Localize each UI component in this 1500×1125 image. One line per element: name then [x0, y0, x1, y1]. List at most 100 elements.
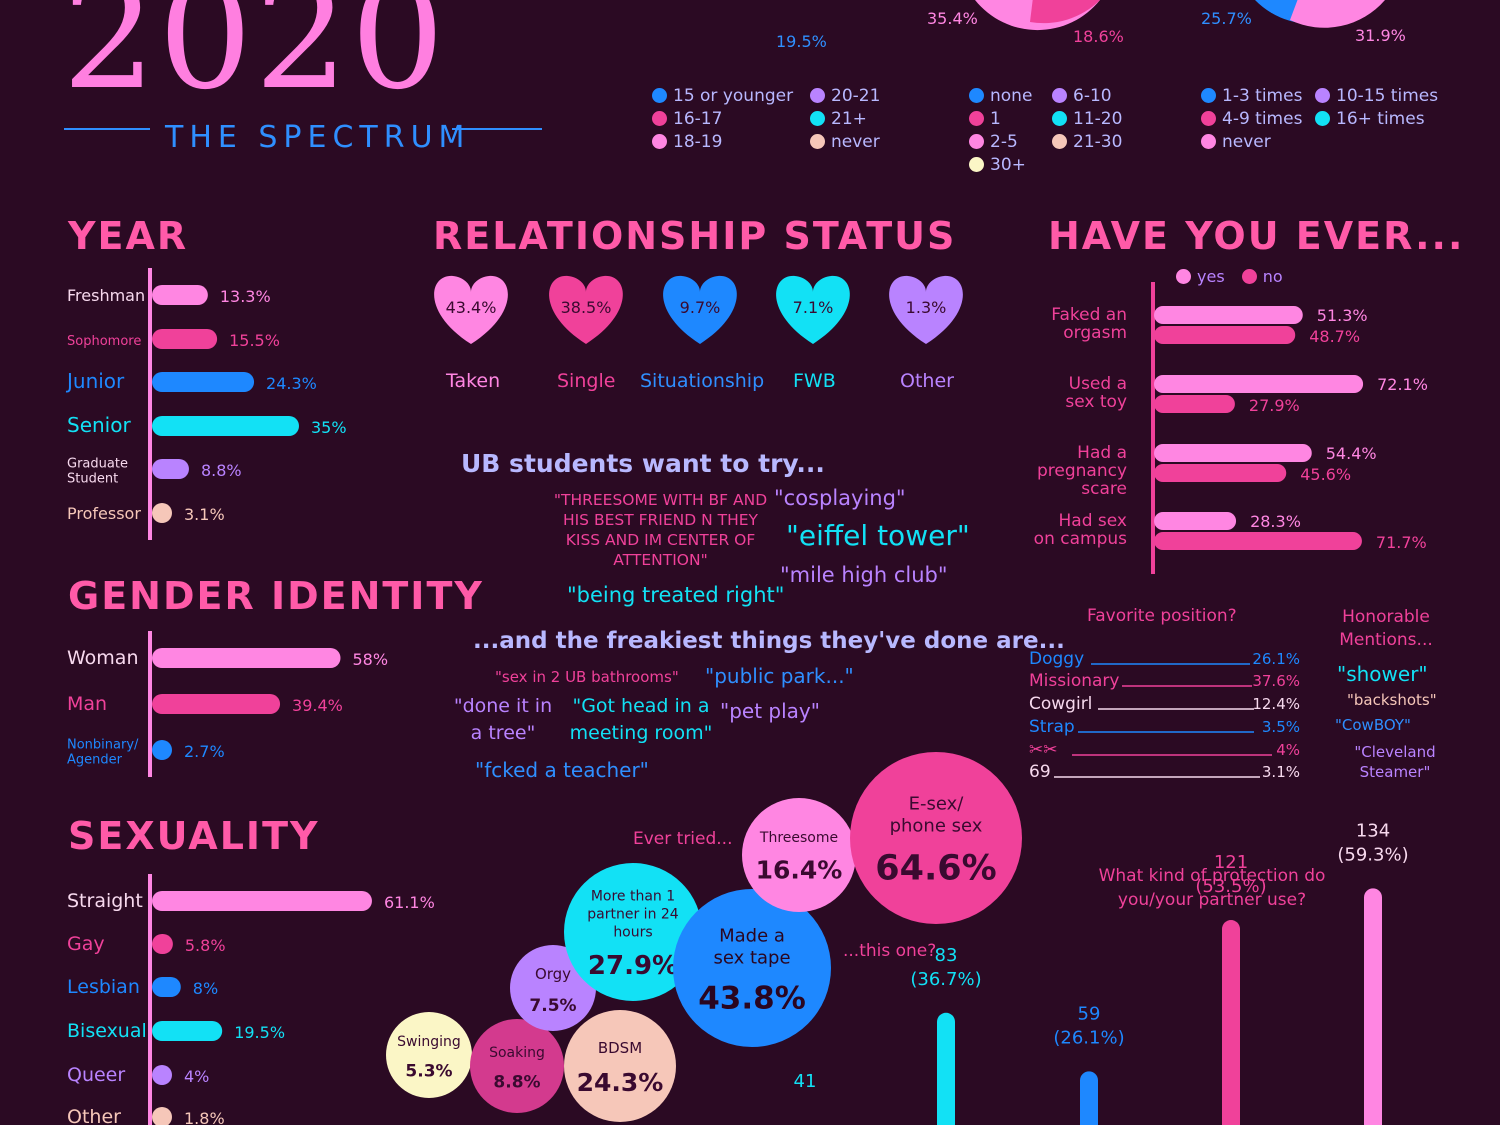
have-ever-category-label: orgasm: [1063, 323, 1127, 343]
position-name: Doggy: [1029, 649, 1084, 669]
year-value-label: 35%: [311, 418, 347, 437]
position-value: 12.4%: [1252, 695, 1300, 713]
legend-item: never: [810, 132, 880, 152]
ever-tried-bubble: [564, 863, 702, 1001]
ever-tried-bubble-value: 16.4%: [756, 856, 843, 885]
ever-tried-bubble-value: 5.3%: [405, 1062, 452, 1082]
have-ever-no-bar: [1154, 532, 1362, 550]
header-rule-left: [64, 128, 150, 130]
top-pies: [975, 0, 1385, 31]
relationship-label: Other: [900, 370, 954, 392]
legend-item: 21+: [810, 109, 867, 129]
position-name: ✂✂: [1029, 740, 1058, 760]
have-you-ever-title: HAVE YOU EVER...: [1048, 214, 1465, 258]
legend-item: 1: [969, 109, 1001, 129]
year-chart: 13.3% Freshman 15.5% Sophomore 24.3% Junior 35…: [65, 268, 347, 540]
year-category-label: Senior: [67, 413, 131, 437]
have-ever-no-label: 45.6%: [1300, 465, 1351, 484]
ever-tried-bubble-label: partner in 24: [587, 906, 679, 922]
relationship-heart-value: 43.4%: [446, 298, 497, 317]
protection-bar: [1364, 888, 1382, 1125]
sexuality-bar: [152, 1021, 223, 1041]
sexuality-value-label: 5.8%: [185, 936, 226, 955]
honorable-title: Honorable Mentions...: [1339, 607, 1433, 650]
pie2-label-b: 18.6%: [1073, 27, 1124, 46]
ever-tried-bubble-label: Orgy: [535, 965, 571, 983]
ever-tried-bubble-label: hours: [613, 924, 652, 940]
have-ever-yes-label: 72.1%: [1377, 375, 1428, 394]
freaky-quote-teacher: "fcked a teacher": [475, 758, 649, 782]
legend-item: 1-3 times: [1201, 86, 1302, 106]
sexuality-bar: [152, 934, 173, 954]
relationship-heart-value: 9.7%: [680, 298, 721, 317]
relationship-heart: [549, 275, 623, 344]
year-category-label: Junior: [65, 369, 125, 393]
position-name: Strap: [1029, 717, 1075, 737]
protection-value-label: (59.3%): [1337, 844, 1408, 865]
ever-tried-bubble-label: E-sex/: [909, 793, 965, 814]
gender-chart: 58% Woman 39.4% Man 2.7% Nonbinary/Agender: [67, 631, 388, 777]
honorable-item: "backshots": [1347, 691, 1437, 709]
gender-bar: [152, 694, 281, 714]
protection-value-label: 121: [1214, 852, 1248, 873]
freaky-quote-tree: "done it in a tree": [453, 695, 553, 744]
legend-partners: none 1 2-5 30+ 6-10 11-20 21-30: [969, 86, 1169, 186]
gender-value-label: 2.7%: [184, 742, 225, 761]
protection-bar: [1222, 920, 1240, 1125]
have-ever-no-label: 27.9%: [1249, 396, 1300, 415]
honorable-item: "Cleveland Steamer": [1354, 743, 1436, 781]
year-bar: [152, 372, 255, 392]
freaky-quote-meeting: "Got head in a meeting room": [569, 695, 713, 744]
gender-bar: [152, 740, 172, 760]
relationship-heart: [776, 275, 850, 344]
year-bar: [152, 459, 189, 479]
sexuality-category-label: Straight: [67, 890, 143, 912]
year-title: YEAR: [68, 214, 189, 258]
have-ever-yes-label: 54.4%: [1326, 444, 1377, 463]
want-quote-cosplaying: "cosplaying": [774, 486, 906, 510]
want-quote-threesome: "THREESOME WITH BF AND HIS BEST FRIEND N…: [553, 491, 768, 569]
ever-tried-bubble: [673, 889, 831, 1047]
legend-frequency: 1-3 times 4-9 times never 10-15 times 16…: [1201, 86, 1461, 166]
ever-tried-bubble-label: Made a: [719, 925, 785, 946]
sexuality-bar: [152, 1107, 172, 1125]
pie3-label-a: 25.7%: [1201, 9, 1252, 28]
legend-item: 6-10: [1052, 86, 1112, 106]
position-value: 3.5%: [1262, 718, 1300, 736]
freaky-quote-park: "public park...": [705, 664, 854, 688]
position-value: 26.1%: [1252, 650, 1300, 668]
sexuality-category-label: Bisexual: [67, 1020, 147, 1042]
position-name: 69: [1029, 762, 1051, 782]
freaky-quote-bathrooms: "sex in 2 UB bathrooms": [495, 668, 679, 686]
relationship-label: FWB: [793, 370, 836, 392]
ever-tried-bubble-value: 24.3%: [577, 1068, 664, 1097]
relationship-heart-value: 7.1%: [793, 298, 834, 317]
have-ever-category-label: Used a: [1069, 374, 1127, 394]
sexuality-bar: [152, 1065, 172, 1085]
have-ever-yes-bar: [1154, 306, 1303, 324]
year-bar: [152, 416, 299, 436]
header-rule-right: [452, 128, 542, 130]
favorite-position-title: Favorite position?: [1087, 606, 1237, 626]
ever-tried-bubble: [850, 752, 1022, 924]
year-value-label: 24.3%: [266, 374, 317, 393]
relationship-label: Single: [557, 370, 616, 392]
have-ever-legend: yes no: [1176, 267, 1283, 286]
gender-category-label: Man: [67, 693, 107, 715]
have-ever-category-label: sex toy: [1065, 392, 1127, 412]
header-year: 2020: [62, 0, 447, 122]
have-ever-yes-bar: [1154, 375, 1364, 393]
sexuality-axis: [148, 874, 152, 1125]
ever-tried-bubble: [386, 1012, 472, 1098]
want-quote-eiffel: "eiffel tower": [786, 519, 970, 552]
legend-item: never: [1201, 132, 1271, 152]
year-category-label: Professor: [67, 504, 141, 523]
gender-bar: [152, 648, 341, 668]
relationship-label: Taken: [446, 370, 501, 392]
have-ever-category-label: pregnancy: [1037, 461, 1127, 481]
have-ever-yes-label: 51.3%: [1317, 306, 1368, 325]
ever-tried-bubble-label: Soaking: [489, 1045, 545, 1061]
ever-tried-bubble: [742, 798, 856, 912]
have-ever-category-label: on campus: [1034, 529, 1127, 549]
